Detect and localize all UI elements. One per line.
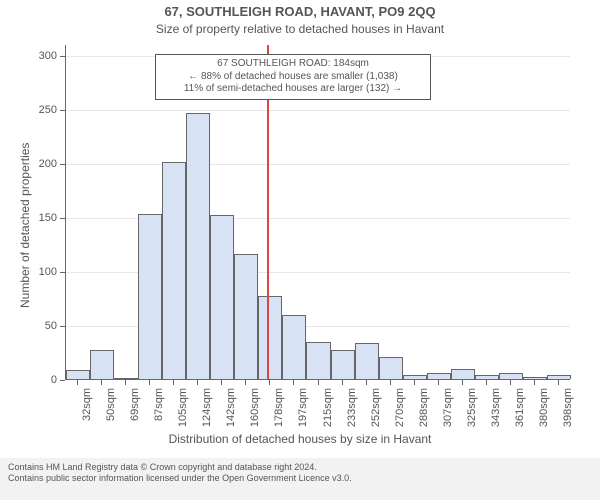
x-tick-mark <box>342 380 343 385</box>
x-tick-label: 197sqm <box>297 388 309 438</box>
x-tick-mark <box>558 380 559 385</box>
y-tick-label: 300 <box>27 50 57 62</box>
x-tick-mark <box>486 380 487 385</box>
y-tick-label: 200 <box>27 158 57 170</box>
footer-line: Contains public sector information licen… <box>8 473 592 484</box>
x-tick-label: 87sqm <box>153 388 165 438</box>
bar <box>523 377 547 379</box>
x-tick-mark <box>173 380 174 385</box>
footer-line: Contains HM Land Registry data © Crown c… <box>8 462 592 473</box>
x-tick-mark <box>390 380 391 385</box>
bar <box>475 375 499 379</box>
x-tick-label: 398sqm <box>562 388 574 438</box>
bar <box>379 357 403 379</box>
x-tick-label: 105sqm <box>177 388 189 438</box>
x-tick-mark <box>101 380 102 385</box>
x-tick-label: 361sqm <box>514 388 526 438</box>
x-tick-label: 215sqm <box>322 388 334 438</box>
bar <box>90 350 114 379</box>
bar <box>427 373 451 379</box>
footer-attribution: Contains HM Land Registry data © Crown c… <box>0 458 600 500</box>
x-tick-label: 142sqm <box>225 388 237 438</box>
bar <box>547 375 571 379</box>
x-tick-mark <box>534 380 535 385</box>
y-tick-mark <box>60 326 65 327</box>
chart-page: 67, SOUTHLEIGH ROAD, HAVANT, PO9 2QQ Siz… <box>0 0 600 500</box>
grid-line <box>66 164 570 165</box>
x-tick-label: 252sqm <box>370 388 382 438</box>
x-tick-label: 233sqm <box>346 388 358 438</box>
bar <box>66 370 90 379</box>
x-tick-mark <box>318 380 319 385</box>
y-tick-label: 250 <box>27 104 57 116</box>
annotation-line: 67 SOUTHLEIGH ROAD: 184sqm <box>162 58 424 71</box>
x-tick-mark <box>293 380 294 385</box>
x-tick-mark <box>77 380 78 385</box>
x-tick-mark <box>269 380 270 385</box>
x-tick-label: 288sqm <box>418 388 430 438</box>
y-tick-mark <box>60 56 65 57</box>
x-tick-mark <box>414 380 415 385</box>
chart-title-sub: Size of property relative to detached ho… <box>0 22 600 36</box>
bar <box>162 162 186 379</box>
bar <box>138 214 162 379</box>
y-tick-mark <box>60 110 65 111</box>
x-tick-label: 160sqm <box>249 388 261 438</box>
bar <box>306 342 330 379</box>
y-tick-mark <box>60 272 65 273</box>
x-tick-label: 325sqm <box>466 388 478 438</box>
bar <box>234 254 258 379</box>
y-tick-mark <box>60 218 65 219</box>
y-tick-label: 100 <box>27 266 57 278</box>
bar <box>282 315 306 379</box>
x-tick-mark <box>149 380 150 385</box>
y-tick-label: 150 <box>27 212 57 224</box>
annotation-line: 11% of semi-detached houses are larger (… <box>162 83 424 96</box>
bar <box>499 373 523 379</box>
y-tick-mark <box>60 380 65 381</box>
x-tick-label: 124sqm <box>201 388 213 438</box>
chart-title-main: 67, SOUTHLEIGH ROAD, HAVANT, PO9 2QQ <box>0 4 600 19</box>
x-tick-mark <box>510 380 511 385</box>
bar <box>331 350 355 379</box>
x-tick-mark <box>197 380 198 385</box>
annotation-line: ← 88% of detached houses are smaller (1,… <box>162 71 424 84</box>
x-tick-label: 178sqm <box>273 388 285 438</box>
x-tick-mark <box>462 380 463 385</box>
bar <box>210 215 234 379</box>
annotation-box: 67 SOUTHLEIGH ROAD: 184sqm← 88% of detac… <box>155 54 431 100</box>
y-tick-label: 50 <box>27 320 57 332</box>
x-tick-mark <box>221 380 222 385</box>
bar <box>355 343 379 379</box>
x-tick-label: 307sqm <box>442 388 454 438</box>
bar <box>258 296 282 379</box>
x-tick-label: 270sqm <box>394 388 406 438</box>
x-tick-mark <box>366 380 367 385</box>
x-tick-label: 32sqm <box>81 388 93 438</box>
x-tick-mark <box>438 380 439 385</box>
bar <box>403 375 427 379</box>
bar <box>114 378 138 379</box>
x-tick-label: 380sqm <box>538 388 550 438</box>
x-tick-label: 50sqm <box>105 388 117 438</box>
y-tick-mark <box>60 164 65 165</box>
x-tick-label: 69sqm <box>129 388 141 438</box>
bar <box>451 369 475 379</box>
x-tick-mark <box>245 380 246 385</box>
x-tick-mark <box>125 380 126 385</box>
x-tick-label: 343sqm <box>490 388 502 438</box>
y-tick-label: 0 <box>27 374 57 386</box>
bar <box>186 113 210 379</box>
x-axis-label: Distribution of detached houses by size … <box>0 432 600 446</box>
grid-line <box>66 110 570 111</box>
